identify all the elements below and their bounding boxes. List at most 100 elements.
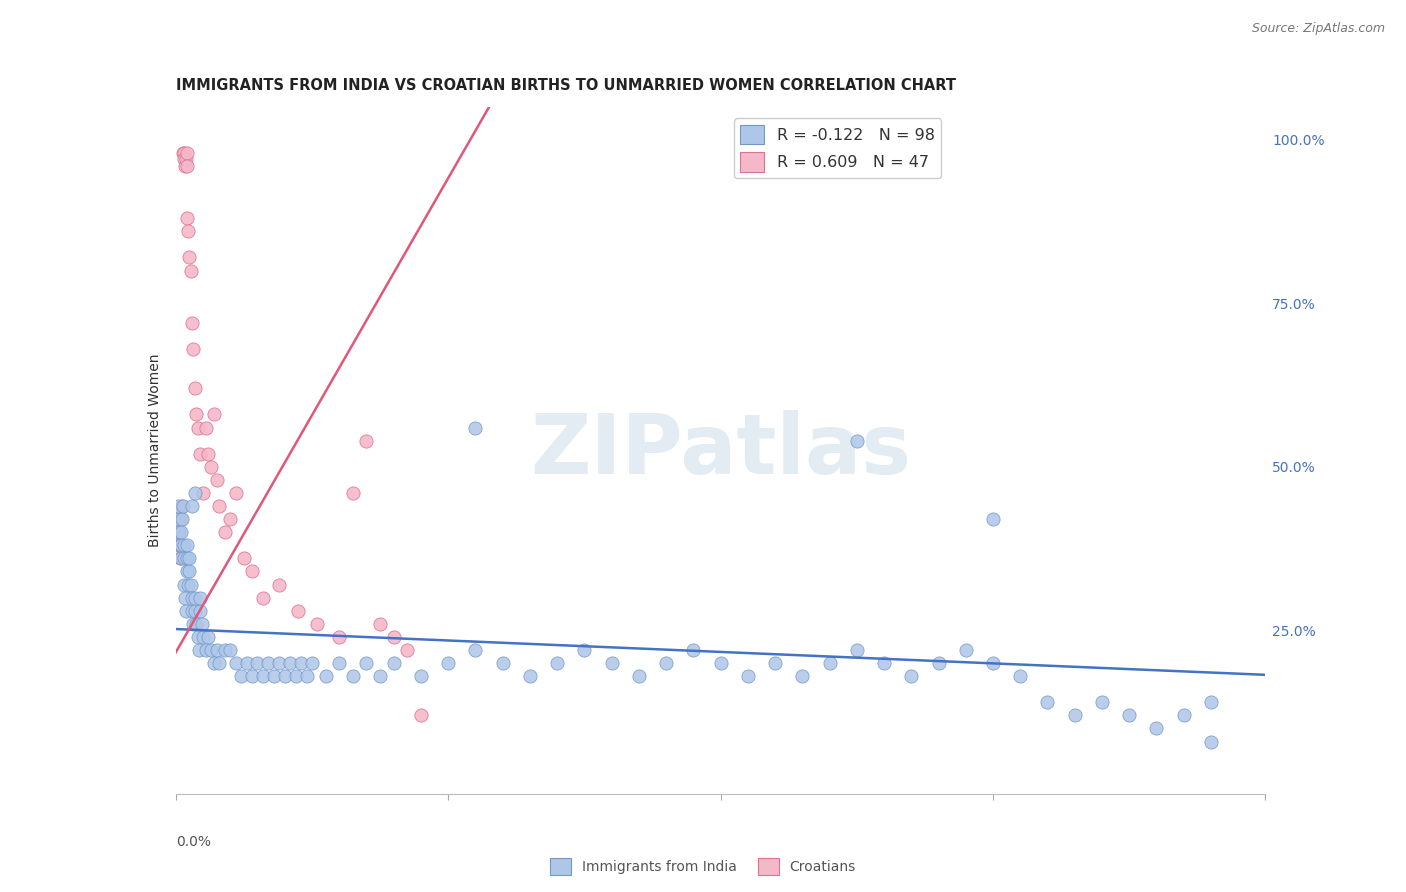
Point <box>328 630 350 644</box>
Point <box>900 669 922 683</box>
Point <box>928 656 950 670</box>
Point <box>169 538 191 552</box>
Point <box>214 525 236 540</box>
Point <box>225 656 247 670</box>
Point <box>172 499 194 513</box>
Point <box>574 643 596 657</box>
Point <box>174 153 197 167</box>
Point <box>219 643 242 657</box>
Point <box>194 420 217 434</box>
Point <box>176 145 198 160</box>
Point <box>492 656 515 670</box>
Point <box>170 525 193 540</box>
Point <box>184 591 207 605</box>
Point <box>179 565 201 579</box>
Point <box>200 459 222 474</box>
Point <box>183 342 205 356</box>
Point <box>464 420 486 434</box>
Point <box>205 473 228 487</box>
Point <box>278 656 301 670</box>
Point <box>382 656 405 670</box>
Point <box>167 512 190 526</box>
Point <box>180 263 202 277</box>
Point <box>169 551 191 566</box>
Point <box>356 434 378 448</box>
Point <box>188 591 211 605</box>
Point <box>257 656 280 670</box>
Text: IMMIGRANTS FROM INDIA VS CROATIAN BIRTHS TO UNMARRIED WOMEN CORRELATION CHART: IMMIGRANTS FROM INDIA VS CROATIAN BIRTHS… <box>176 78 956 94</box>
Point <box>225 486 247 500</box>
Point <box>290 656 312 670</box>
Point <box>184 486 207 500</box>
Point <box>173 577 195 591</box>
Point <box>176 538 198 552</box>
Point <box>1144 722 1167 736</box>
Point <box>181 499 204 513</box>
Point <box>1199 695 1222 709</box>
Point <box>409 708 432 723</box>
Point <box>873 656 896 670</box>
Point <box>409 669 432 683</box>
Point <box>240 669 263 683</box>
Point <box>464 643 486 657</box>
Point <box>167 499 190 513</box>
Point <box>173 551 195 566</box>
Point <box>1118 708 1140 723</box>
Point <box>179 251 201 265</box>
Legend: R = -0.122   N = 98, R = 0.609   N = 47: R = -0.122 N = 98, R = 0.609 N = 47 <box>734 119 942 178</box>
Text: ZIPatlas: ZIPatlas <box>530 410 911 491</box>
Point <box>205 643 228 657</box>
Point <box>170 499 193 513</box>
Point <box>356 656 378 670</box>
Point <box>710 656 733 670</box>
Point <box>792 669 814 683</box>
Point <box>197 447 219 461</box>
Point <box>600 656 623 670</box>
Point <box>181 591 204 605</box>
Point <box>274 669 297 683</box>
Point <box>737 669 759 683</box>
Point <box>287 604 309 618</box>
Point <box>655 656 678 670</box>
Point <box>546 656 568 670</box>
Point <box>194 643 217 657</box>
Point <box>1091 695 1114 709</box>
Point <box>169 551 191 566</box>
Point <box>382 630 405 644</box>
Point <box>263 669 285 683</box>
Point <box>181 604 204 618</box>
Point <box>235 656 257 670</box>
Point <box>167 512 190 526</box>
Point <box>177 224 200 238</box>
Point <box>1036 695 1059 709</box>
Point <box>170 538 193 552</box>
Point <box>176 565 198 579</box>
Point <box>180 577 202 591</box>
Point <box>174 159 197 173</box>
Point <box>437 656 460 670</box>
Point <box>176 551 198 566</box>
Point <box>252 669 274 683</box>
Point <box>269 577 291 591</box>
Point <box>301 656 323 670</box>
Point <box>170 512 193 526</box>
Point <box>208 499 231 513</box>
Point <box>232 551 254 566</box>
Point <box>176 211 198 226</box>
Point <box>186 630 209 644</box>
Point <box>167 525 190 540</box>
Point <box>167 538 190 552</box>
Point <box>246 656 269 670</box>
Point <box>174 604 197 618</box>
Point <box>269 656 291 670</box>
Point <box>219 512 242 526</box>
Point <box>186 616 208 631</box>
Point <box>177 577 200 591</box>
Point <box>184 604 207 618</box>
Point <box>328 656 350 670</box>
Point <box>240 565 263 579</box>
Point <box>763 656 786 670</box>
Point <box>167 525 190 540</box>
Point <box>307 616 329 631</box>
Point <box>176 159 198 173</box>
